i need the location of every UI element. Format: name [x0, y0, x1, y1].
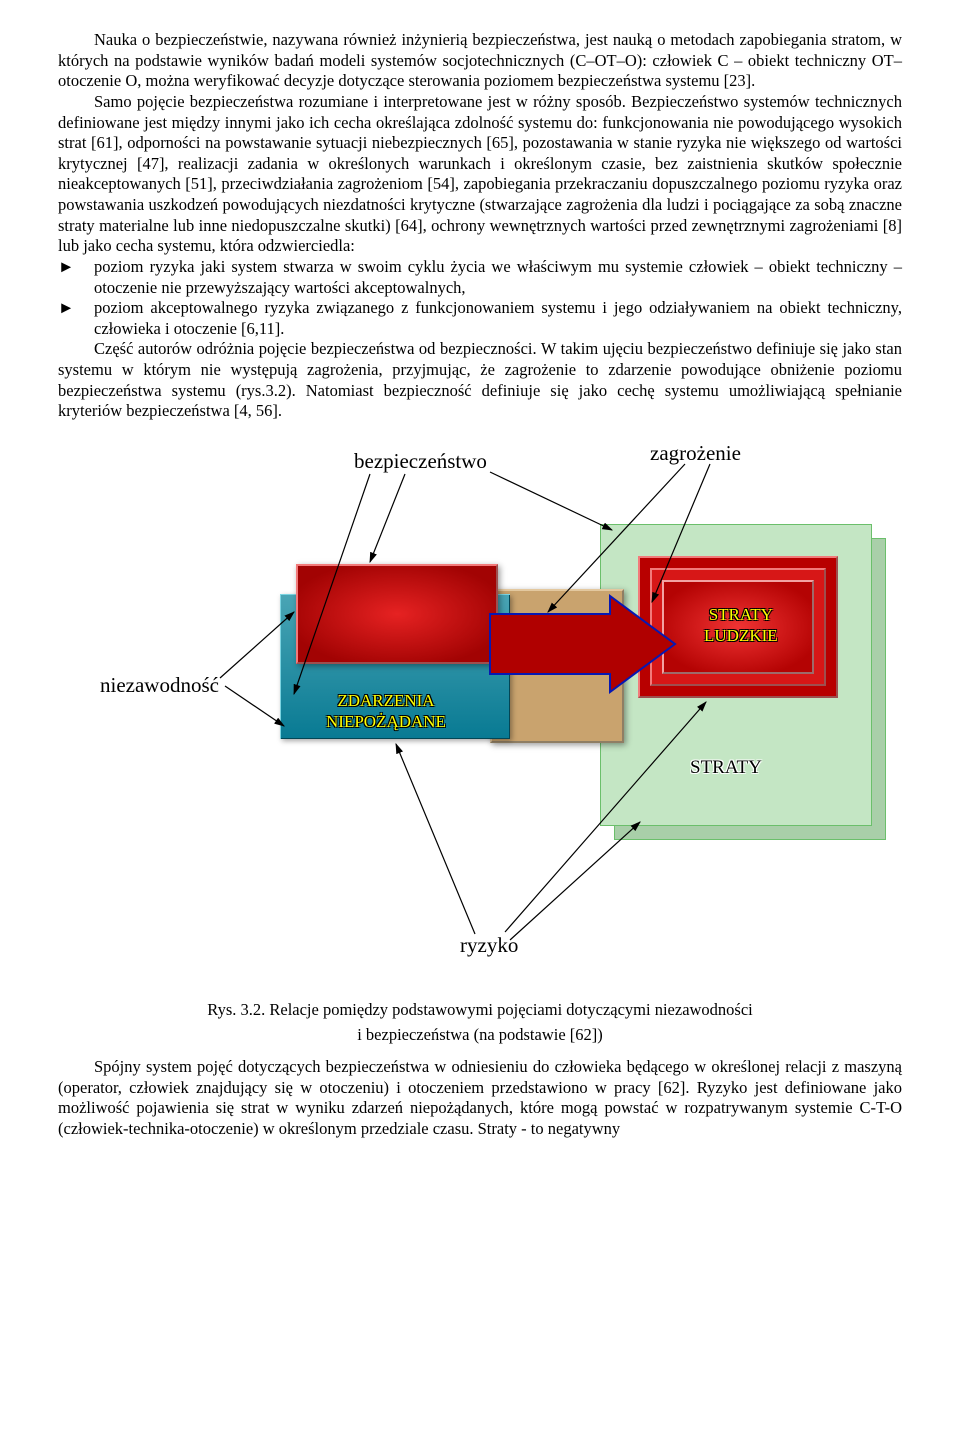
red-block-left [296, 564, 498, 664]
paragraph: Spójny system pojęć dotyczących bezpiecz… [58, 1057, 902, 1140]
block-label-zdarzenia: ZDARZENIA NIEPOŻĄDANE [326, 690, 446, 733]
label-ryzyko: ryzyko [460, 932, 518, 958]
list-item: poziom akceptowalnego ryzyka związanego … [58, 298, 902, 339]
paragraph: Część autorów odróżnia pojęcie bezpiecze… [58, 339, 902, 422]
figure-caption-line1: Rys. 3.2. Relacje pomiędzy podstawowymi … [58, 1000, 902, 1021]
list-item: poziom ryzyka jaki system stwarza w swoi… [58, 257, 902, 298]
block-label-line: ZDARZENIA [337, 691, 434, 710]
block-label-straty-ludzkie: STRATY LUDZKIE [704, 604, 778, 647]
label-niezawodnosc: niezawodność [100, 672, 219, 698]
beige-box [490, 589, 624, 743]
block-label-line: NIEPOŻĄDANE [326, 712, 446, 731]
label-bezpieczenstwo: bezpieczeństwo [354, 448, 487, 474]
straty-label: STRATY [690, 756, 762, 780]
paragraph: Samo pojęcie bezpieczeństwa rozumiane i … [58, 92, 902, 257]
block-label-line: STRATY [709, 605, 773, 624]
figure-diagram: ZDARZENIA NIEPOŻĄDANE STRATY LUDZKIE STR… [70, 434, 890, 994]
block-label-line: LUDZKIE [704, 626, 778, 645]
figure-caption-line2: i bezpieczeństwa (na podstawie [62]) [58, 1025, 902, 1046]
paragraph: Nauka o bezpieczeństwie, nazywana równie… [58, 30, 902, 92]
label-zagrozenie: zagrożenie [650, 440, 741, 466]
bullet-list: poziom ryzyka jaki system stwarza w swoi… [58, 257, 902, 340]
